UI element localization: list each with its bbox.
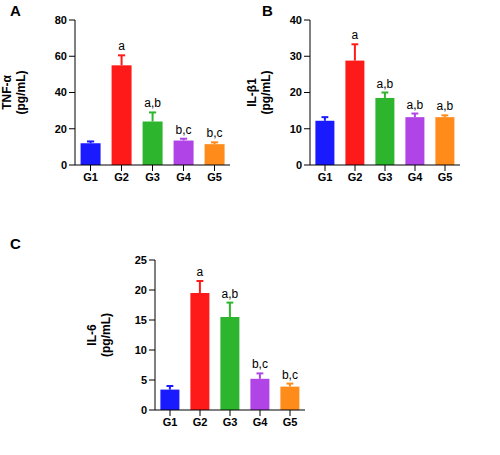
svg-text:a,b: a,b	[222, 287, 239, 301]
svg-text:25: 25	[135, 254, 147, 266]
svg-text:G3: G3	[145, 171, 160, 183]
svg-text:G1: G1	[163, 416, 178, 428]
svg-text:b,c: b,c	[282, 368, 298, 382]
svg-text:G1: G1	[318, 171, 333, 183]
svg-text:10: 10	[290, 123, 302, 135]
svg-text:20: 20	[290, 86, 302, 98]
svg-text:G3: G3	[378, 171, 393, 183]
svg-text:G4: G4	[176, 171, 192, 183]
svg-text:G2: G2	[114, 171, 129, 183]
svg-text:a: a	[197, 265, 204, 279]
svg-text:30: 30	[290, 50, 302, 62]
svg-text:15: 15	[135, 314, 147, 326]
svg-text:G2: G2	[348, 171, 363, 183]
svg-text:40: 40	[290, 14, 302, 26]
svg-text:G4: G4	[253, 416, 269, 428]
svg-text:G5: G5	[438, 171, 453, 183]
svg-text:a: a	[352, 28, 359, 42]
svg-text:40: 40	[55, 86, 67, 98]
svg-text:10: 10	[135, 344, 147, 356]
svg-text:80: 80	[55, 14, 67, 26]
svg-text:G5: G5	[207, 171, 222, 183]
svg-text:5: 5	[141, 374, 147, 386]
svg-text:a,b: a,b	[377, 77, 394, 91]
html-text:C: C	[10, 235, 21, 252]
svg-text:G2: G2	[193, 416, 208, 428]
svg-text:a,b: a,b	[437, 99, 454, 113]
html-text:B: B	[262, 2, 273, 19]
svg-text:a: a	[118, 39, 125, 53]
svg-text:b,c: b,c	[252, 357, 268, 371]
svg-text:G3: G3	[223, 416, 238, 428]
svg-text:20: 20	[135, 284, 147, 296]
svg-text:IL-β1(pg/mL): IL-β1(pg/mL)	[245, 71, 273, 115]
svg-text:a,b: a,b	[407, 98, 424, 112]
svg-text:b,c: b,c	[207, 126, 223, 140]
svg-text:a,b: a,b	[144, 96, 161, 110]
svg-text:IL-6(pg/mL): IL-6(pg/mL)	[85, 313, 113, 357]
svg-text:60: 60	[55, 50, 67, 62]
svg-text:0: 0	[296, 159, 302, 171]
svg-text:TNF-α(pg/mL): TNF-α(pg/mL)	[8, 71, 28, 115]
html-text:A: A	[10, 2, 21, 19]
svg-text:G4: G4	[408, 171, 424, 183]
svg-text:20: 20	[55, 123, 67, 135]
svg-text:0: 0	[141, 404, 147, 416]
svg-text:b,c: b,c	[176, 123, 192, 137]
svg-text:G5: G5	[283, 416, 298, 428]
svg-text:0: 0	[61, 159, 67, 171]
svg-text:G1: G1	[83, 171, 98, 183]
